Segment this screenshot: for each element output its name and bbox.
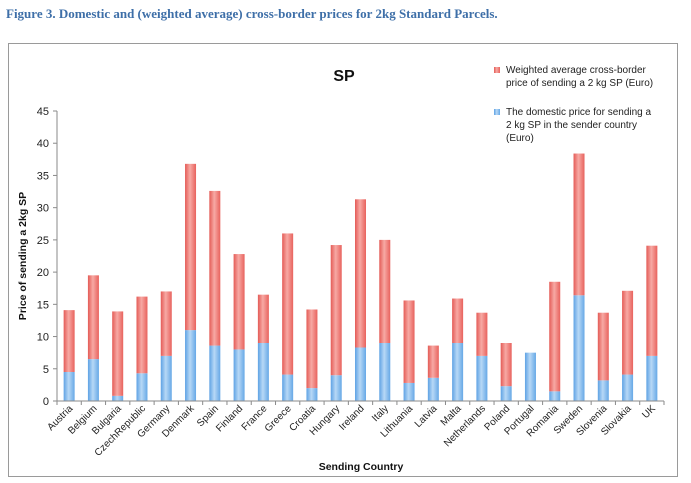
bar-domestic-slovakia — [622, 374, 634, 401]
bar-cross-border-denmark — [185, 163, 197, 331]
bar-cross-border-slovakia — [622, 290, 634, 375]
legend-domestic-text: The domestic price for sending a — [506, 107, 652, 118]
x-category-label: Ireland — [337, 403, 366, 432]
bar-cross-border-netherlands — [476, 312, 488, 356]
bar-cross-border-czechrepublic — [136, 296, 148, 374]
bar-cross-border-hungary — [330, 245, 342, 376]
legend-cross-border: Weighted average cross-border price of se… — [494, 65, 653, 89]
bar-cross-border-finland — [233, 254, 245, 350]
x-axis: AustriaBelgiumBulgariaCzechRepublicGerma… — [45, 400, 665, 459]
bar-domestic-greece — [282, 374, 294, 401]
y-tick-label: 15 — [37, 299, 49, 311]
bar-domestic-uk — [646, 355, 658, 401]
legend-domestic-swatch — [494, 109, 500, 115]
bar-cross-border-spain — [209, 190, 221, 346]
x-category-label: Greece — [263, 403, 294, 434]
bars — [63, 153, 658, 401]
bar-domestic-sweden — [573, 295, 585, 401]
bar-domestic-poland — [500, 386, 512, 401]
bar-cross-border-croatia — [306, 309, 318, 389]
bar-cross-border-malta — [452, 298, 464, 343]
y-tick-label: 30 — [37, 203, 49, 215]
y-tick-label: 45 — [37, 106, 49, 118]
bar-cross-border-ireland — [355, 199, 366, 348]
legend-cross-border-swatch — [494, 67, 500, 73]
bar-domestic-austria — [63, 372, 75, 401]
bar-domestic-france — [257, 343, 269, 401]
bar-cross-border-poland — [500, 343, 512, 387]
y-tick-label: 5 — [43, 364, 49, 376]
bar-cross-border-greece — [282, 233, 294, 375]
x-category-label: Latvia — [413, 403, 440, 430]
bar-cross-border-slovenia — [597, 312, 609, 381]
figure-caption: Figure 3. Domestic and (weighted average… — [6, 6, 498, 21]
x-category-label: Italy — [370, 403, 391, 424]
bar-domestic-italy — [379, 343, 391, 401]
bar-domestic-ireland — [355, 347, 366, 401]
bar-domestic-finland — [233, 349, 245, 401]
y-axis: 0 5 10 15 20 25 30 35 40 45 — [37, 106, 58, 408]
bar-domestic-bulgaria — [112, 395, 124, 401]
bar-domestic-portugal — [524, 352, 536, 401]
x-category-label: UK — [640, 403, 658, 421]
bar-cross-border-romania — [549, 281, 561, 392]
bar-domestic-lithuania — [403, 382, 415, 401]
bar-cross-border-uk — [646, 245, 658, 356]
y-tick-label: 10 — [37, 332, 49, 344]
bar-cross-border-belgium — [87, 275, 99, 360]
y-tick-label: 35 — [37, 170, 49, 182]
bar-cross-border-france — [257, 294, 269, 343]
bar-domestic-hungary — [330, 375, 342, 401]
bar-cross-border-austria — [63, 310, 75, 372]
bar-domestic-latvia — [427, 377, 439, 401]
bar-cross-border-italy — [379, 239, 391, 343]
bar-cross-border-bulgaria — [112, 311, 124, 396]
bar-domestic-romania — [549, 391, 561, 401]
bar-cross-border-latvia — [427, 345, 439, 378]
bar-domestic-belgium — [87, 359, 99, 401]
y-axis-label: Price of sending a 2kg SP — [17, 192, 29, 320]
chart-title: SP — [333, 68, 355, 85]
bar-cross-border-lithuania — [403, 300, 415, 383]
x-axis-label: Sending Country — [319, 461, 404, 473]
y-tick-label: 25 — [37, 235, 49, 247]
bar-domestic-malta — [452, 343, 464, 401]
bar-cross-border-germany — [160, 291, 172, 356]
legend-domestic: The domestic price for sending a 2 kg SP … — [494, 107, 652, 144]
chart-frame — [8, 43, 678, 477]
y-tick-label: 0 — [43, 396, 49, 408]
bar-domestic-spain — [209, 345, 221, 401]
legend-domestic-text: 2 kg SP in the sender country — [506, 120, 637, 131]
bar-domestic-germany — [160, 355, 172, 401]
legend-cross-border-text: Weighted average cross-border — [506, 65, 647, 76]
bar-domestic-netherlands — [476, 355, 488, 401]
bar-domestic-slovenia — [597, 380, 609, 401]
bar-domestic-czechrepublic — [136, 373, 148, 401]
bar-domestic-denmark — [185, 330, 197, 401]
y-tick-label: 20 — [37, 267, 49, 279]
bar-domestic-croatia — [306, 388, 318, 401]
y-tick-label: 40 — [37, 138, 49, 150]
legend: Weighted average cross-border price of se… — [494, 65, 653, 144]
x-category-label: Finland — [214, 403, 245, 434]
legend-cross-border-text: price of sending a 2 kg SP (Euro) — [506, 78, 653, 89]
bar-cross-border-sweden — [573, 153, 585, 296]
legend-domestic-text: (Euro) — [506, 133, 534, 144]
